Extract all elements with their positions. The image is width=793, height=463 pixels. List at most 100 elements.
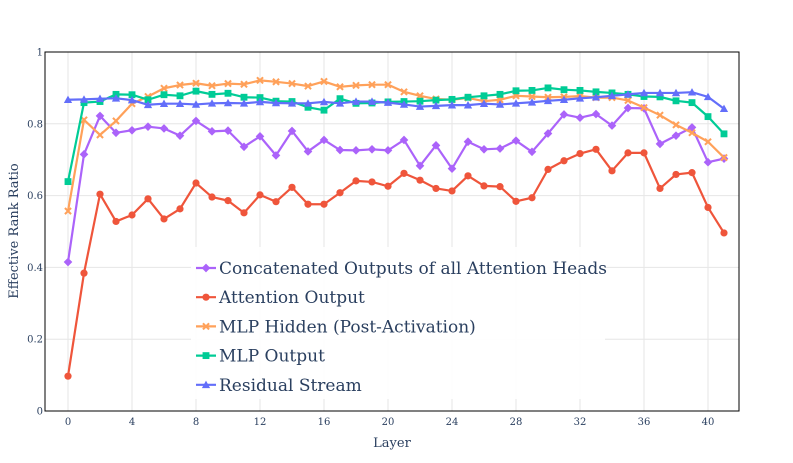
data-point (720, 153, 728, 162)
data-point (143, 100, 153, 109)
legend-marker (202, 322, 210, 331)
data-point (688, 169, 696, 177)
data-point (496, 183, 504, 191)
data-point (672, 170, 680, 179)
data-point (432, 184, 440, 193)
legend-item: Concatenated Outputs of all Attention He… (196, 259, 607, 279)
series-3 (64, 84, 728, 186)
data-point (175, 99, 185, 108)
y-tick-label: 0.6 (27, 191, 43, 202)
data-point (463, 100, 473, 109)
data-point (128, 91, 136, 99)
legend-label: MLP Output (219, 347, 325, 367)
data-point (224, 89, 232, 97)
data-point (240, 209, 248, 217)
y-axis-title: Effective Rank Ratio (7, 163, 22, 299)
plot-frame (44, 51, 740, 412)
data-point (336, 83, 344, 91)
data-point (383, 98, 393, 106)
data-point (352, 177, 360, 185)
data-point (416, 176, 424, 184)
data-point (527, 98, 537, 106)
data-point (208, 90, 216, 98)
data-point (176, 205, 184, 213)
legend-box (191, 247, 605, 399)
data-point (640, 93, 648, 100)
data-point (95, 111, 105, 121)
data-point (655, 88, 665, 97)
legend-marker (201, 380, 211, 389)
data-point (527, 147, 537, 157)
data-point (303, 147, 313, 156)
data-point (495, 144, 505, 153)
series-layer (63, 76, 729, 380)
data-point (272, 198, 280, 206)
data-point (367, 97, 377, 105)
data-point (63, 95, 73, 104)
data-point (191, 116, 201, 126)
data-point (591, 93, 601, 101)
data-point (576, 149, 584, 158)
data-point (255, 97, 265, 106)
data-point (687, 88, 697, 96)
legend-label: Residual Stream (219, 376, 362, 396)
data-point (720, 130, 728, 138)
data-point (191, 100, 201, 108)
data-point (495, 100, 505, 108)
data-point (367, 144, 377, 154)
data-point (464, 93, 472, 101)
data-point (496, 90, 504, 98)
data-point (720, 229, 728, 237)
data-point (224, 79, 232, 88)
data-point (63, 257, 73, 267)
data-point (304, 82, 312, 90)
data-point (416, 97, 424, 105)
data-point (624, 149, 632, 157)
data-point (592, 88, 600, 96)
data-point (287, 99, 297, 107)
data-point (256, 76, 264, 85)
data-point (304, 103, 312, 111)
x-tick-label: 20 (382, 417, 395, 428)
data-point (64, 178, 72, 186)
data-point (240, 80, 248, 89)
x-tick-label: 40 (702, 417, 715, 428)
x-tick-label: 8 (193, 417, 199, 428)
data-point (528, 92, 536, 101)
data-point (559, 95, 569, 104)
data-point (304, 200, 312, 208)
data-point (79, 149, 89, 159)
data-point (544, 84, 552, 92)
y-tick-label: 0.8 (27, 119, 43, 130)
data-point (240, 93, 248, 101)
legend-label: MLP Hidden (Post-Activation) (219, 317, 476, 337)
x-tick-label: 36 (638, 417, 651, 428)
data-point (447, 164, 457, 173)
x-tick-label: 16 (318, 417, 331, 428)
data-point (479, 99, 489, 108)
data-point (592, 145, 600, 153)
series-0 (63, 103, 729, 267)
data-point (608, 167, 616, 175)
data-point (320, 77, 328, 86)
legend-item: MLP Output (196, 347, 325, 367)
data-point (511, 136, 521, 145)
data-point (640, 103, 648, 112)
x-tick-label: 32 (574, 417, 587, 428)
data-point (351, 97, 361, 105)
data-point (192, 87, 200, 95)
data-point (207, 99, 217, 107)
data-point (607, 91, 617, 100)
data-point (223, 126, 233, 135)
data-point (64, 207, 72, 215)
x-tick-label: 0 (65, 417, 71, 428)
data-point (383, 146, 393, 155)
data-point (656, 184, 664, 193)
data-point (415, 161, 425, 171)
data-point (368, 80, 376, 89)
data-point (352, 81, 360, 90)
data-point (704, 113, 712, 121)
data-point (511, 99, 521, 107)
y-tick-label: 1 (37, 48, 43, 59)
